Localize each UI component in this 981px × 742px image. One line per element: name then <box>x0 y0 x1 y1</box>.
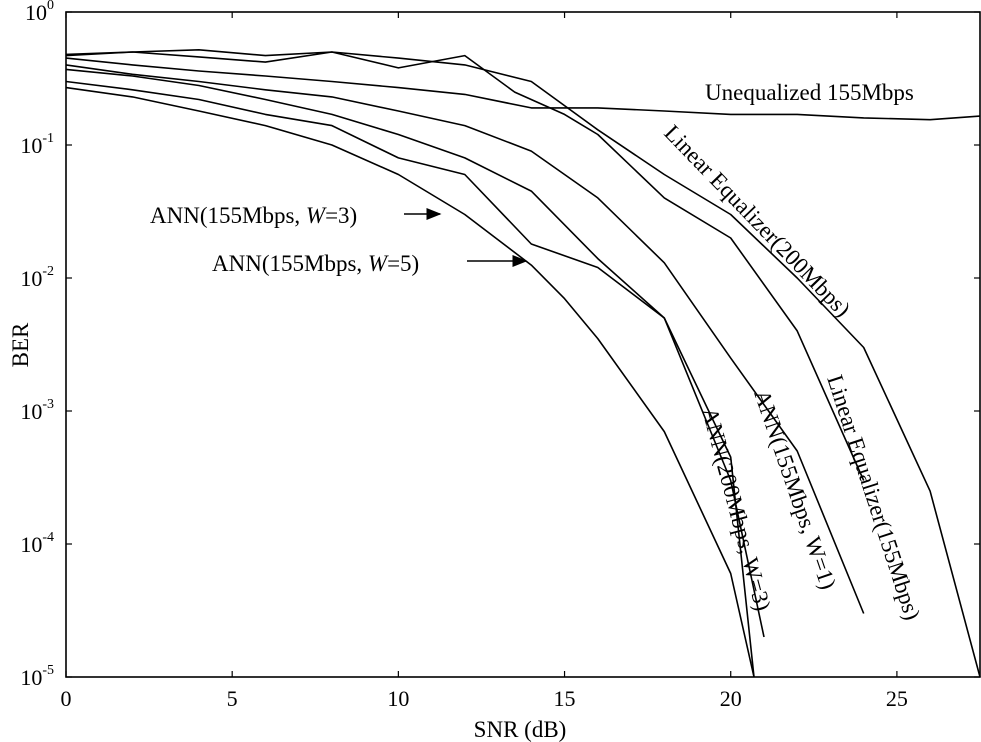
label-ann-155-w5-suffix: =5) <box>387 251 419 276</box>
y-tick-base: 10 <box>20 399 42 424</box>
x-axis-title: SNR (dB) <box>474 717 567 742</box>
label-ann-155-w3-prefix: ANN(155Mbps, <box>150 203 306 228</box>
label-ann-155-w3-suffix: =3) <box>325 203 357 228</box>
x-tick-label: 25 <box>886 686 908 711</box>
label-unequalized: Unequalized 155Mbps <box>705 80 914 105</box>
y-tick-label: 10-4 <box>20 530 54 557</box>
y-tick-base: 10 <box>20 266 42 291</box>
y-tick-base: 10 <box>20 532 42 557</box>
y-tick-exponent: 0 <box>47 0 54 13</box>
series-line-4 <box>65 68 765 638</box>
y-tick-label: 10-2 <box>20 264 54 291</box>
y-tick-exponent: -5 <box>42 663 54 678</box>
series-line-5 <box>65 80 755 678</box>
y-tick-base: 10 <box>20 665 42 690</box>
series-line-1 <box>65 51 981 678</box>
label-ann-155-w5-var: W <box>368 251 389 276</box>
plot-frame <box>65 11 981 678</box>
y-axis-title: BER <box>8 322 33 367</box>
x-axis-ticks: 0 5 10 15 20 25 <box>61 12 908 711</box>
y-tick-exponent: -4 <box>42 530 54 545</box>
y-tick-base: 10 <box>20 133 42 158</box>
y-tick-label: 10-1 <box>20 131 54 158</box>
label-ann-155-w3: ANN(155Mbps, W=3) <box>150 203 357 228</box>
x-tick-label: 5 <box>227 686 238 711</box>
x-tick-label: 10 <box>387 686 409 711</box>
x-tick-label: 15 <box>554 686 576 711</box>
label-ann-155-w5: ANN(155Mbps, W=5) <box>212 251 419 276</box>
label-ann-155-w5-prefix: ANN(155Mbps, <box>212 251 368 276</box>
label-ann-155-w3-var: W <box>306 203 327 228</box>
series-line-6 <box>65 86 755 678</box>
y-tick-label: 10-5 <box>20 663 54 690</box>
x-tick-label: 0 <box>61 686 72 711</box>
series-line-2 <box>65 48 865 481</box>
y-tick-exponent: -1 <box>42 131 54 146</box>
y-tick-exponent: -3 <box>42 397 54 412</box>
x-tick-label: 20 <box>720 686 742 711</box>
series-line-0 <box>65 57 981 121</box>
label-linear-eq-200: Linear Equalizer(200Mbps) <box>659 120 855 322</box>
series-line-3 <box>65 64 865 614</box>
y-tick-exponent: -2 <box>42 264 54 279</box>
series-lines <box>65 48 981 678</box>
y-tick-label: 10-3 <box>20 397 54 424</box>
y-tick-base: 10 <box>25 0 47 25</box>
y-tick-label: 100 <box>25 0 54 25</box>
